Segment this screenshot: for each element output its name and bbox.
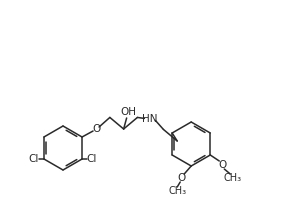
Text: Cl: Cl bbox=[87, 154, 97, 164]
Text: Cl: Cl bbox=[29, 154, 39, 164]
Text: CH₃: CH₃ bbox=[168, 186, 186, 196]
Text: O: O bbox=[177, 173, 185, 183]
Text: O: O bbox=[218, 160, 226, 170]
Text: CH₃: CH₃ bbox=[223, 173, 241, 183]
Text: OH: OH bbox=[121, 107, 137, 117]
Text: O: O bbox=[92, 124, 100, 134]
Text: HN: HN bbox=[142, 114, 157, 124]
